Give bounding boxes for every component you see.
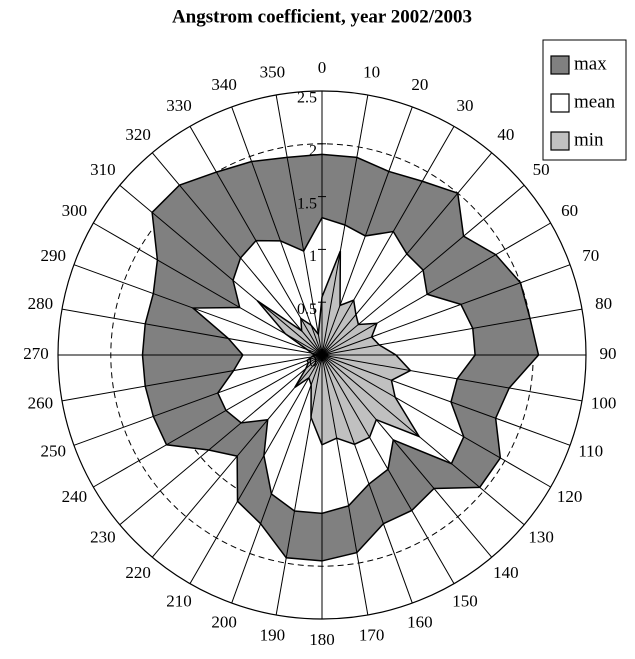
category-label: 340 bbox=[211, 75, 237, 94]
category-label: 130 bbox=[528, 528, 554, 547]
spoke bbox=[321, 354, 551, 488]
spoke bbox=[93, 222, 323, 356]
legend-swatch bbox=[550, 93, 570, 113]
category-label: 260 bbox=[28, 394, 54, 413]
category-label: 20 bbox=[411, 75, 428, 94]
category-label: 280 bbox=[28, 294, 54, 313]
spoke bbox=[321, 354, 493, 558]
chart-title: Angstrom coefficient, year 2002/2003 bbox=[172, 6, 472, 27]
spoke bbox=[189, 354, 323, 584]
spoke bbox=[321, 106, 413, 356]
category-label: 230 bbox=[90, 528, 116, 547]
spoke bbox=[321, 354, 369, 616]
r-tick-label: 2.5 bbox=[297, 90, 317, 107]
category-label: 40 bbox=[497, 125, 514, 144]
spoke bbox=[119, 184, 323, 356]
category-label: 240 bbox=[62, 487, 88, 506]
category-label: 150 bbox=[452, 592, 478, 611]
category-label: 30 bbox=[457, 96, 474, 115]
category-label: 350 bbox=[260, 62, 286, 81]
spoke bbox=[321, 354, 571, 446]
category-label: 300 bbox=[62, 201, 88, 220]
category-label: 60 bbox=[561, 201, 578, 220]
legend-swatch bbox=[550, 131, 570, 151]
spoke bbox=[321, 354, 525, 526]
category-label: 140 bbox=[493, 563, 519, 582]
category-label: 90 bbox=[600, 344, 617, 363]
r-tick-label: 0.5 bbox=[297, 301, 317, 318]
category-label: 310 bbox=[90, 160, 116, 179]
spoke bbox=[275, 354, 323, 616]
category-label: 0 bbox=[318, 58, 327, 77]
spoke bbox=[61, 354, 323, 402]
spoke bbox=[151, 354, 323, 558]
spoke bbox=[151, 152, 323, 356]
spoke bbox=[321, 222, 551, 356]
category-label: 290 bbox=[40, 246, 66, 265]
spoke bbox=[321, 354, 455, 584]
category-label: 330 bbox=[166, 96, 192, 115]
category-label: 80 bbox=[595, 294, 612, 313]
spoke bbox=[61, 308, 323, 356]
category-label: 120 bbox=[557, 487, 583, 506]
category-label: 180 bbox=[309, 630, 335, 649]
spoke bbox=[321, 184, 525, 356]
spoke bbox=[73, 264, 323, 356]
spoke bbox=[93, 354, 323, 488]
r-tick-label: 0 bbox=[309, 354, 317, 371]
r-tick-label: 1 bbox=[309, 248, 317, 265]
spoke bbox=[321, 94, 369, 356]
category-label: 50 bbox=[533, 160, 550, 179]
category-label: 10 bbox=[363, 62, 380, 81]
category-label: 250 bbox=[40, 442, 66, 461]
spoke bbox=[119, 354, 323, 526]
category-label: 200 bbox=[211, 613, 237, 632]
legend-label: mean bbox=[574, 91, 616, 112]
r-tick-label: 2 bbox=[309, 142, 317, 159]
spoke bbox=[189, 126, 323, 356]
category-label: 270 bbox=[23, 344, 49, 363]
spoke bbox=[231, 106, 323, 356]
category-label: 100 bbox=[591, 394, 617, 413]
category-label: 190 bbox=[260, 626, 286, 645]
spoke bbox=[321, 152, 493, 356]
spoke bbox=[321, 264, 571, 356]
spoke bbox=[321, 354, 413, 604]
category-label: 320 bbox=[125, 125, 151, 144]
spoke bbox=[231, 354, 323, 604]
spoke bbox=[275, 94, 323, 356]
legend-label: max bbox=[574, 53, 607, 74]
category-label: 160 bbox=[407, 613, 433, 632]
legend-swatch bbox=[550, 55, 570, 75]
spoke bbox=[321, 126, 455, 356]
category-label: 110 bbox=[578, 442, 603, 461]
category-label: 210 bbox=[166, 592, 192, 611]
category-label: 170 bbox=[359, 626, 385, 645]
spoke bbox=[73, 354, 323, 446]
spoke bbox=[321, 354, 583, 402]
category-label: 70 bbox=[582, 246, 599, 265]
category-label: 220 bbox=[125, 563, 151, 582]
legend-label: min bbox=[574, 129, 604, 150]
spoke bbox=[321, 308, 583, 356]
r-tick-label: 1.5 bbox=[297, 195, 317, 212]
